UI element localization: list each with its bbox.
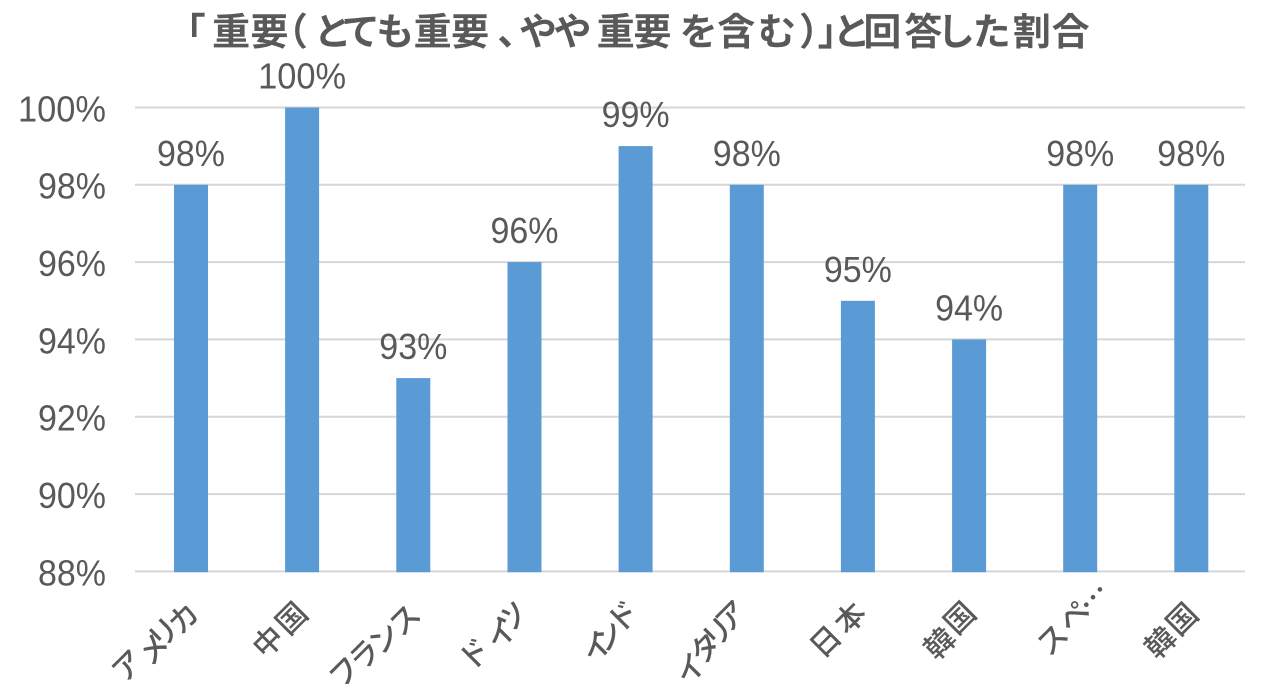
svg-text:95%: 95% (824, 249, 892, 290)
svg-text:99%: 99% (602, 94, 670, 135)
svg-text:96%: 96% (491, 210, 559, 251)
svg-text:98%: 98% (38, 166, 106, 207)
svg-text:98%: 98% (157, 133, 225, 174)
svg-text:93%: 93% (379, 326, 447, 367)
svg-text:94%: 94% (935, 287, 1003, 328)
svg-text:98%: 98% (1046, 133, 1114, 174)
svg-text:98%: 98% (713, 133, 781, 174)
svg-text:100%: 100% (18, 88, 106, 129)
svg-text:100%: 100% (258, 56, 346, 97)
svg-text:90%: 90% (38, 475, 106, 516)
svg-text:96%: 96% (38, 243, 106, 284)
svg-text:88%: 88% (38, 552, 106, 593)
svg-text:98%: 98% (1157, 133, 1225, 174)
svg-text:92%: 92% (38, 398, 106, 439)
svg-text:94%: 94% (38, 320, 106, 361)
